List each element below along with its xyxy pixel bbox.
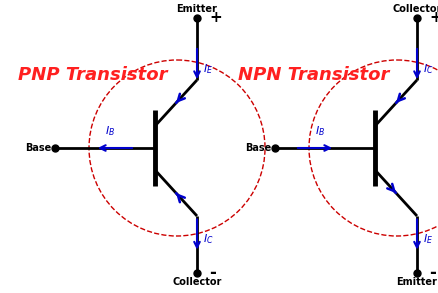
Text: $I_C$: $I_C$ — [202, 233, 213, 246]
Text: $I_E$: $I_E$ — [202, 62, 213, 76]
Text: PNP Transistor: PNP Transistor — [18, 66, 167, 84]
Text: -: - — [208, 264, 215, 282]
Text: NPN Transistor: NPN Transistor — [237, 66, 389, 84]
Text: $I_B$: $I_B$ — [105, 124, 115, 138]
Text: Collector: Collector — [172, 277, 221, 287]
Text: +: + — [428, 11, 438, 25]
Text: Emitter: Emitter — [396, 277, 436, 287]
Text: $I_B$: $I_B$ — [314, 124, 324, 138]
Text: $I_C$: $I_C$ — [422, 62, 433, 76]
Text: Base: Base — [25, 143, 51, 153]
Text: +: + — [208, 11, 221, 25]
Text: Emitter: Emitter — [176, 4, 217, 14]
Text: -: - — [428, 264, 435, 282]
Text: Collector: Collector — [392, 4, 438, 14]
Text: Base: Base — [244, 143, 270, 153]
Text: $I_E$: $I_E$ — [422, 233, 432, 246]
